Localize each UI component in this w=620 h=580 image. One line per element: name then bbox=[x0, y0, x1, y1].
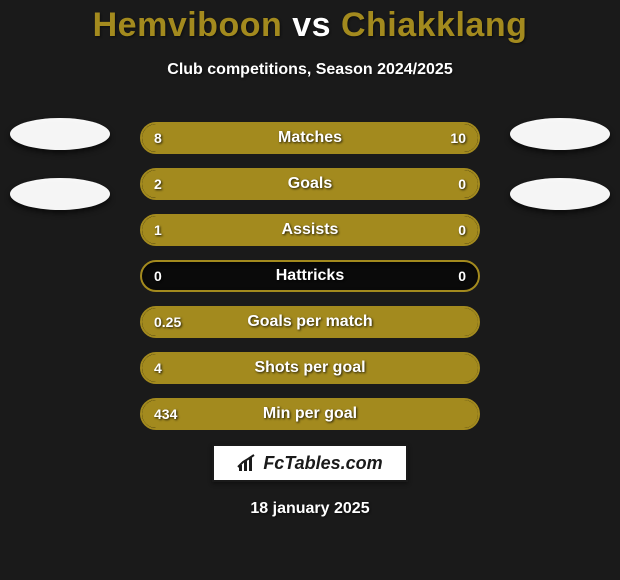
stat-label: Goals per match bbox=[142, 308, 478, 336]
page-title: Hemviboon vs Chiakklang bbox=[0, 0, 620, 45]
chart-line-icon bbox=[237, 453, 259, 473]
player-right-name: Chiakklang bbox=[341, 6, 527, 44]
stat-label: Assists bbox=[142, 216, 478, 244]
stat-label: Shots per goal bbox=[142, 354, 478, 382]
date-text: 18 january 2025 bbox=[0, 500, 620, 518]
player-left-name: Hemviboon bbox=[93, 6, 283, 44]
player-left-badges bbox=[10, 118, 110, 210]
stat-label: Goals bbox=[142, 170, 478, 198]
stat-row: 00Hattricks bbox=[140, 260, 480, 292]
stats-bar-list: 810Matches 20Goals 10Assists 00Hattricks 0.2… bbox=[140, 122, 480, 430]
stat-row: 810Matches bbox=[140, 122, 480, 154]
player-left-badge bbox=[10, 118, 110, 150]
stat-row: 0.25Goals per match bbox=[140, 306, 480, 338]
player-right-badge bbox=[510, 178, 610, 210]
player-left-badge bbox=[10, 178, 110, 210]
stat-row: 20Goals bbox=[140, 168, 480, 200]
stat-label: Matches bbox=[142, 124, 478, 152]
stat-row: 434Min per goal bbox=[140, 398, 480, 430]
vs-separator: vs bbox=[282, 6, 341, 44]
stat-row: 4Shots per goal bbox=[140, 352, 480, 384]
subtitle: Club competitions, Season 2024/2025 bbox=[0, 61, 620, 79]
stat-label: Min per goal bbox=[142, 400, 478, 428]
player-right-badge bbox=[510, 118, 610, 150]
watermark: FcTables.com bbox=[212, 444, 408, 482]
watermark-text: FcTables.com bbox=[263, 453, 382, 474]
stat-row: 10Assists bbox=[140, 214, 480, 246]
player-right-badges bbox=[510, 118, 610, 210]
stat-label: Hattricks bbox=[142, 262, 478, 290]
